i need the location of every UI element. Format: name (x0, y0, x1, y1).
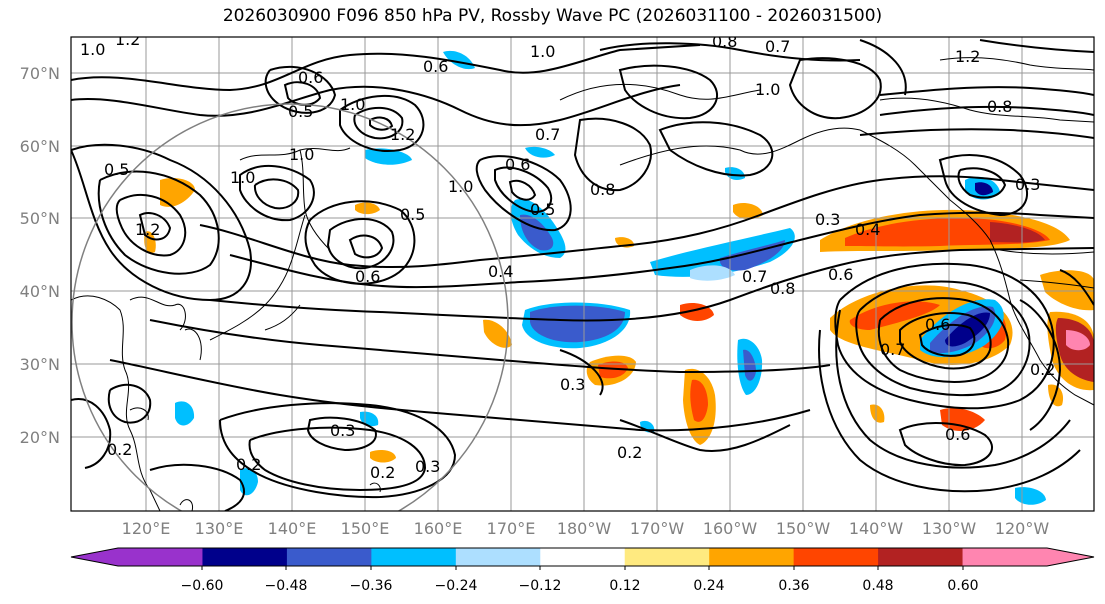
lon-label: 150°E (341, 519, 390, 538)
map-frame (70, 36, 1095, 512)
lon-label: 120°W (995, 519, 1050, 538)
colorbar-segment (118, 548, 203, 566)
lon-label: 150°W (776, 519, 831, 538)
contour-label: 0.8 (770, 279, 795, 298)
contour-label: 0.7 (742, 267, 767, 286)
colorbar-segment (286, 548, 372, 566)
contour-label: 1.0 (755, 80, 780, 99)
colorbar (70, 547, 1095, 570)
lon-label: 130°E (195, 519, 244, 538)
contour-label: 1.2 (390, 125, 415, 144)
contour-label: 0.5 (400, 205, 425, 224)
contour-label: 0.3 (330, 421, 355, 440)
lon-label: 130°W (922, 519, 977, 538)
colorbar-segment (624, 548, 710, 566)
contour-label: 0.6 (298, 68, 323, 87)
colorbar-segment (371, 548, 457, 566)
contour-label: 1.0 (530, 42, 555, 61)
contour-label: 0.2 (1030, 360, 1055, 379)
longitude-labels: 120°E 130°E 140°E 150°E 160°E 170°E 180°… (122, 519, 1050, 538)
contour-label: 0.6 (945, 425, 970, 444)
colorbar-segment (455, 548, 541, 566)
lat-label: 50°N (20, 209, 60, 228)
lon-label: 180°W (557, 519, 612, 538)
contour-label: 0.2 (370, 463, 395, 482)
contour-label: 0.6 (505, 155, 530, 174)
colorbar-tick-label: 0.36 (778, 578, 809, 594)
colorbar-outline (70, 547, 1095, 567)
contour-label: 0.8 (987, 97, 1012, 116)
contour-labels: 1.0 1.2 0.6 0.5 1.0 1.2 0.6 1.0 0.8 0.7 … (80, 30, 1055, 482)
colorbar-tick-label: −0.60 (181, 578, 224, 594)
colorbar-tick-label: −0.48 (265, 578, 308, 594)
pv-contours (71, 39, 1094, 511)
figure-title: 2026030900 F096 850 hPa PV, Rossby Wave … (222, 6, 883, 26)
contour-label: 1.0 (448, 177, 473, 196)
contour-label: 1.0 (80, 40, 105, 59)
contour-label: 1.0 (340, 95, 365, 114)
contour-label: 0.2 (107, 440, 132, 459)
contour-label: 0.8 (712, 32, 737, 51)
contour-label: 0.5 (288, 102, 313, 121)
lon-label: 140°W (849, 519, 904, 538)
lat-label: 30°N (20, 355, 60, 374)
contour-label: 0.2 (617, 443, 642, 462)
colorbar-segment (709, 548, 795, 566)
colorbar-segment (793, 548, 879, 566)
lon-label: 140°E (268, 519, 317, 538)
contour-label: 0.4 (488, 262, 513, 281)
colorbar-tick-label: 0.12 (609, 578, 640, 594)
colorbar-tick-label: −0.24 (435, 578, 478, 594)
map-area: 1.0 1.2 0.6 0.5 1.0 1.2 0.6 1.0 0.8 0.7 … (71, 30, 1094, 511)
latitude-labels: 70°N 60°N 50°N 40°N 30°N 20°N (20, 64, 60, 447)
colorbar-tick-label: 0.60 (947, 578, 978, 594)
lon-label: 170°W (630, 519, 685, 538)
contour-label: 0.6 (828, 265, 853, 284)
colorbar-ticks: −0.60 −0.48 −0.36 −0.24 −0.12 0.12 0.24 … (181, 578, 979, 594)
contour-label: 1.2 (115, 30, 140, 49)
contour-label: 0.5 (104, 160, 129, 179)
contour-label: 0.7 (880, 340, 905, 359)
contour-label: 1.0 (230, 168, 255, 187)
lon-label: 120°E (122, 519, 171, 538)
colorbar-segment (540, 548, 626, 566)
contour-label: 0.3 (1015, 175, 1040, 194)
contour-label: 0.4 (855, 220, 880, 239)
colorbar-segment (878, 548, 964, 566)
contour-label: 0.6 (355, 267, 380, 286)
contour-label: 0.8 (590, 180, 615, 199)
contour-label: 0.5 (530, 200, 555, 219)
lat-label: 40°N (20, 282, 60, 301)
graticule (71, 37, 1094, 511)
lon-label: 160°E (414, 519, 463, 538)
lon-label: 160°W (703, 519, 758, 538)
contour-label: 1.2 (135, 220, 160, 239)
colorbar-extend-max (1047, 548, 1094, 566)
contour-label: 1.2 (955, 47, 980, 66)
lat-label: 60°N (20, 137, 60, 156)
colorbar-tick-label: −0.36 (350, 578, 393, 594)
contour-label: 0.3 (560, 375, 585, 394)
colorbar-tick-label: 0.48 (862, 578, 893, 594)
contour-label: 1.0 (289, 145, 314, 164)
colorbar-tick-label: 0.24 (693, 578, 724, 594)
colorbar-extend-min (71, 548, 118, 566)
contour-label: 0.7 (535, 125, 560, 144)
contour-label: 0.3 (815, 210, 840, 229)
colorbar-tick-label: −0.12 (519, 578, 562, 594)
contour-label: 0.3 (415, 457, 440, 476)
lon-label: 170°E (487, 519, 536, 538)
colorbar-segment (202, 548, 288, 566)
contour-label: 0.7 (765, 37, 790, 56)
lat-label: 20°N (20, 428, 60, 447)
colorbar-segment (962, 548, 1048, 566)
contour-label: 0.6 (925, 315, 950, 334)
contour-label: 0.6 (423, 57, 448, 76)
contour-label: 0.2 (236, 455, 261, 474)
lat-label: 70°N (20, 64, 60, 83)
range-circle (71, 103, 509, 511)
